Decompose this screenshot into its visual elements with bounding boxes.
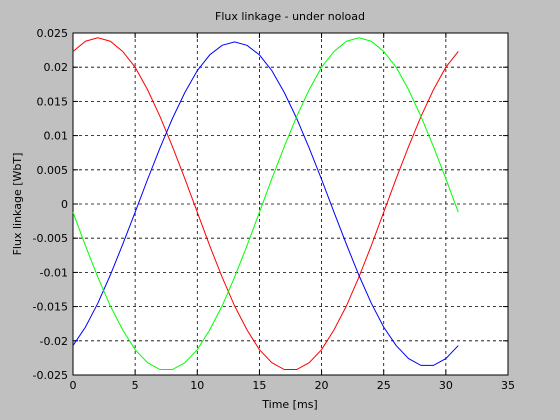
- plot-frame: [72, 32, 509, 376]
- y-tick-label: 0.005: [37, 164, 69, 177]
- y-tick-label: -0.005: [33, 232, 68, 245]
- y-tick-label: -0.02: [40, 335, 68, 348]
- x-tick-label: 0: [70, 379, 77, 392]
- x-tick-label: 15: [252, 379, 266, 392]
- chart-title: Flux linkage - under noload: [215, 10, 365, 23]
- x-tick-label: 5: [132, 379, 139, 392]
- x-tick-label: 20: [315, 379, 329, 392]
- data-line: [72, 37, 459, 371]
- y-tick-label: 0.02: [44, 61, 69, 74]
- y-tick-label: 0.015: [37, 95, 69, 108]
- y-tick-label: -0.015: [33, 301, 68, 314]
- data-line: [72, 41, 459, 366]
- y-tick-label: -0.025: [33, 369, 68, 382]
- y-tick-label: 0.01: [44, 130, 69, 143]
- data-line: [72, 37, 459, 371]
- y-tick-label: 0.025: [37, 27, 69, 40]
- x-tick-label: 25: [377, 379, 391, 392]
- y-tick-label: -0.01: [40, 266, 68, 279]
- x-axis-label: Time [ms]: [261, 398, 317, 411]
- x-tick-label: 10: [190, 379, 204, 392]
- y-tick-label: 0: [61, 198, 68, 211]
- x-tick-label: 35: [501, 379, 515, 392]
- y-axis-label: Flux linkage [WbT]: [11, 153, 24, 256]
- x-tick-label: 30: [439, 379, 453, 392]
